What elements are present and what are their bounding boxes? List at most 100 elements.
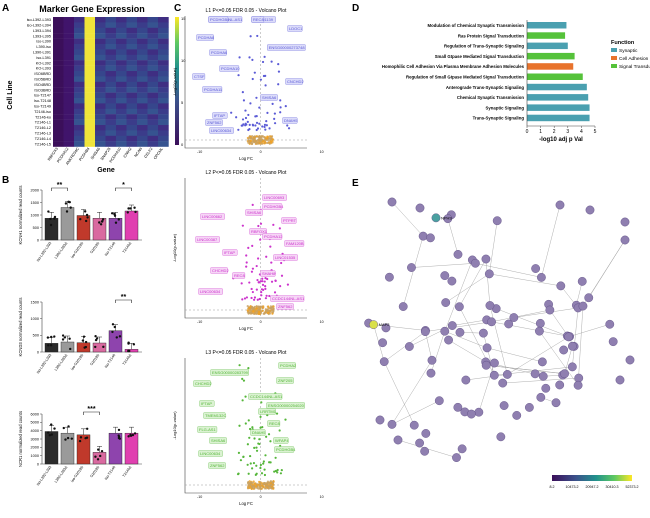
heatmap-cell: [63, 114, 75, 120]
category-label: iso-T2146: [104, 465, 116, 480]
significance-stars: *: [122, 182, 125, 189]
heatmap-cell: [116, 141, 127, 147]
volcano-point: [251, 426, 254, 429]
volcano-point: [273, 117, 276, 120]
volcano-point: [249, 454, 252, 458]
network-node: [524, 403, 534, 412]
network-edge: [486, 365, 565, 374]
data-point: [118, 335, 122, 338]
volcano-point: [263, 55, 266, 58]
volcano-axis: [184, 178, 307, 319]
heatmap-cell: [53, 22, 64, 28]
heatmap-cell: [74, 130, 85, 136]
category-label: G2019S: [89, 465, 100, 479]
x-tick-label: 0: [526, 129, 529, 135]
volcano-point: [244, 422, 247, 425]
volcano-point: [259, 222, 263, 225]
volcano-point: [244, 109, 247, 112]
gene-label: WFAP4: [275, 438, 289, 443]
gene-label: LINC00662: [202, 214, 223, 219]
volcano-point: [274, 279, 277, 282]
volcano-point: [247, 140, 251, 143]
gene-label: TMEM132C: [205, 413, 226, 418]
volcano-point: [251, 123, 254, 126]
volcano-point: [245, 254, 248, 257]
network-node: [496, 432, 506, 442]
data-point: [102, 345, 105, 349]
volcano-point: [260, 291, 263, 294]
significance-stars: ***: [87, 406, 95, 413]
heatmap-cell: [158, 135, 169, 142]
gene-label-box: [208, 16, 229, 23]
heatmap-cell: [53, 87, 64, 93]
gene-label: LINC01535: [275, 255, 296, 260]
function-legend: Function Synaptic Cell Adhesion Signal Tra…: [611, 40, 650, 70]
heatmap-cell: [84, 81, 96, 88]
network-node: [530, 369, 540, 379]
gene-label: ZNF205: [278, 378, 293, 383]
legend-swatch: [611, 56, 617, 60]
heatmap-cell: [95, 119, 106, 126]
volcano-point: [245, 265, 248, 268]
heatmap-cell: [116, 33, 127, 39]
heatmap-cell: [126, 49, 138, 55]
heatmap-row-label: KO-L393: [36, 67, 51, 71]
volcano-ylabel: -Log10(p-value): [172, 67, 177, 96]
network-node: [499, 401, 509, 410]
volcano-point: [255, 305, 258, 308]
volcano-point: [263, 473, 267, 477]
heatmap-cell: [84, 108, 96, 115]
network-edge: [502, 377, 579, 384]
volcano-point: [255, 96, 258, 99]
volcano-point: [262, 306, 265, 309]
volcano-point: [273, 112, 276, 115]
volcano-point: [268, 142, 271, 145]
gene-label: SHISA6: [247, 210, 262, 215]
heatmap-cell: [126, 81, 138, 88]
volcano-point: [248, 127, 251, 131]
heatmap-cell: [137, 65, 148, 72]
heatmap-cell: [147, 49, 159, 55]
volcano-title: L2 P<=0.05 FDR 0.05 - Volcano Plot: [206, 170, 287, 176]
heatmap-cell: [74, 49, 85, 55]
data-point: [53, 335, 56, 338]
volcano-point: [248, 136, 251, 140]
network-node: [490, 358, 499, 368]
heatmap-row-label: iso-L390: [36, 40, 51, 44]
data-point: [53, 427, 56, 430]
volcano-point: [264, 84, 267, 87]
volcano-point: [281, 252, 284, 255]
network-node: [555, 380, 565, 390]
volcano-point: [266, 135, 269, 138]
network-node: [578, 301, 588, 311]
gene-label-box: [266, 402, 305, 409]
bar-chart-ylabel: KCNH1 normalized read counts: [18, 186, 23, 245]
heatmap-cell: [137, 87, 148, 93]
heatmap-cell: [53, 33, 64, 39]
network-node: [404, 342, 414, 351]
heatmap-cell: [95, 65, 106, 72]
term-label: Chemical Synaptic Transmission: [457, 95, 524, 100]
heatmap-cell: [105, 81, 117, 88]
network-edge: [485, 259, 491, 306]
gene-label: ZNF562: [278, 304, 293, 309]
data-point: [48, 434, 51, 437]
volcano-point: [277, 63, 280, 66]
volcano-point: [258, 486, 261, 489]
network-node: [584, 293, 594, 303]
data-point: [49, 223, 53, 227]
volcano-xlabel: Log FC: [239, 156, 253, 161]
legend-label: Signal Transduction: [619, 64, 650, 70]
volcano-point: [268, 127, 271, 130]
volcano-point: [268, 307, 271, 310]
volcano-point: [251, 244, 254, 247]
volcano-point: [249, 462, 252, 465]
network-node-label: MAP2: [379, 322, 391, 327]
heatmap-cell: [126, 130, 138, 136]
heatmap-cell: [126, 22, 138, 28]
gene-label: PCDHA8: [198, 35, 215, 40]
heatmap-cell: [116, 125, 127, 131]
heatmap-cell: [95, 17, 106, 23]
data-point: [127, 349, 130, 353]
